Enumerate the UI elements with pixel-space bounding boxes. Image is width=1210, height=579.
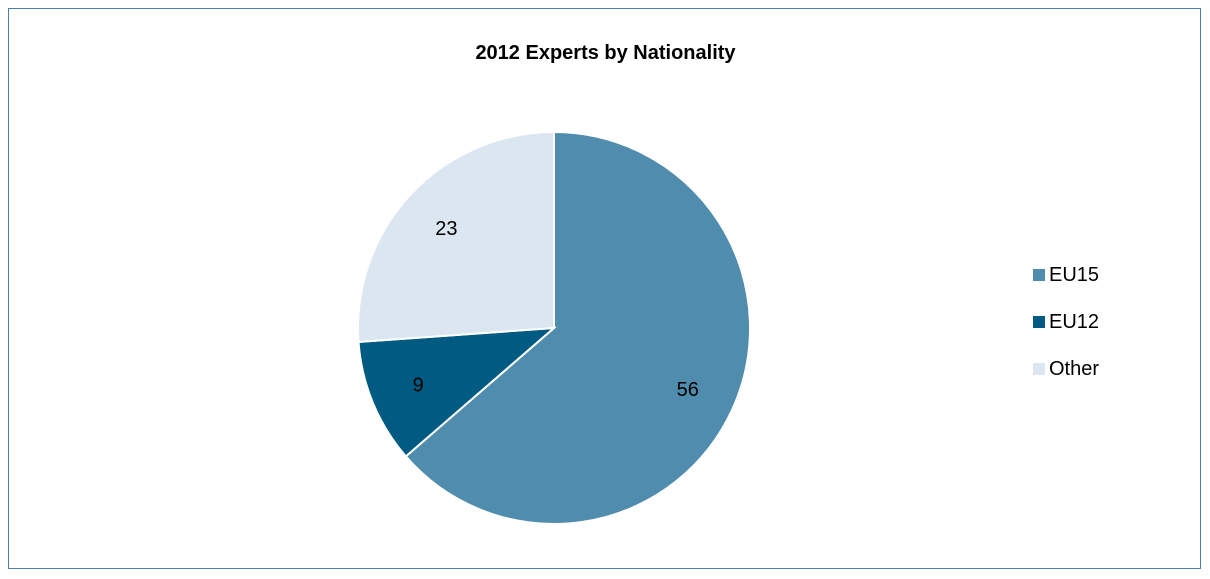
legend-swatch-other (1033, 363, 1045, 375)
pie-slice-other (357, 130, 555, 344)
pie-slice-eu15 (404, 130, 751, 525)
pie-chart: 56 9 23 (357, 130, 751, 525)
legend-item-other: Other (1033, 357, 1099, 381)
legend-swatch-eu15 (1033, 269, 1045, 281)
legend: EU15 EU12 Other (1033, 263, 1099, 404)
legend-item-eu12: EU12 (1033, 310, 1099, 334)
legend-swatch-eu12 (1033, 316, 1045, 328)
legend-label-eu15: EU15 (1049, 264, 1100, 286)
data-label-other: 23 (435, 218, 457, 240)
pie-slice-eu12 (357, 326, 557, 458)
chart-title: 2012 Experts by Nationality (475, 42, 736, 64)
chart-frame: 2012 Experts by Nationality 56 9 23 EU15 EU… (8, 8, 1201, 569)
legend-label-other: Other (1049, 358, 1100, 380)
legend-item-eu15: EU15 (1033, 263, 1099, 287)
data-label-eu15: 56 (677, 379, 699, 401)
legend-label-eu12: EU12 (1049, 311, 1100, 333)
data-label-eu12: 9 (413, 374, 424, 396)
